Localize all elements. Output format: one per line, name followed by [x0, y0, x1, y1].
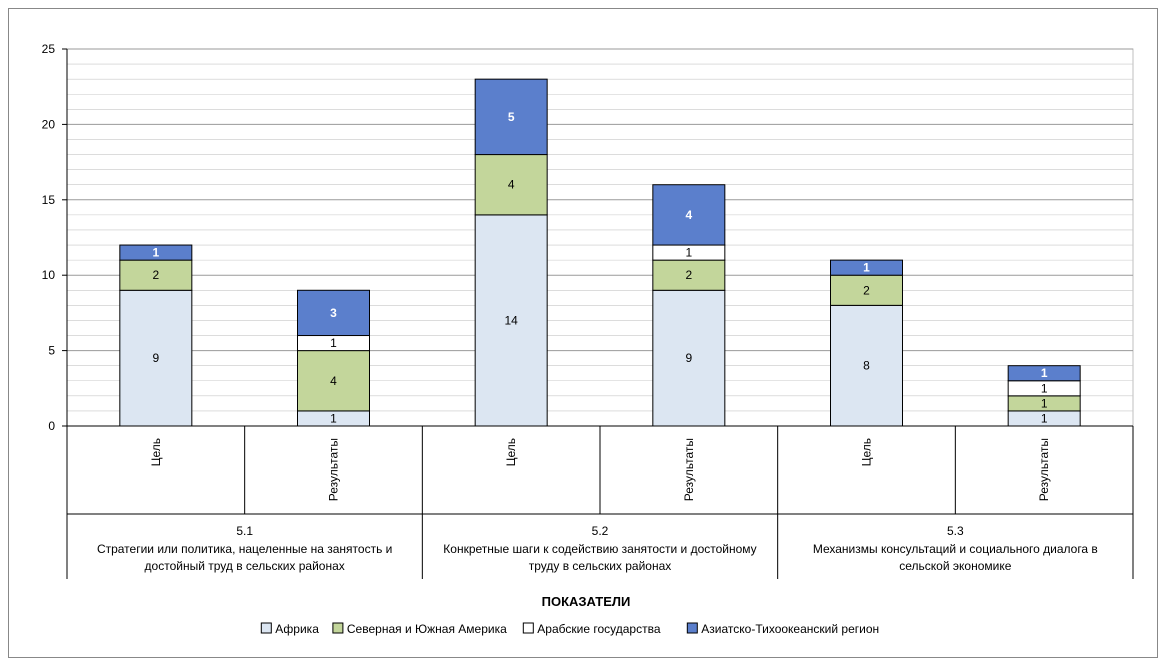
group-code: 5.2: [592, 524, 609, 538]
group-title: Конкретные шаги к содействию занятости и…: [443, 542, 756, 573]
category-label: Результаты: [327, 438, 341, 501]
data-label: 4: [330, 374, 337, 388]
data-label: 2: [863, 283, 870, 297]
bar-segment: [830, 274, 903, 306]
bar-segment: [830, 304, 903, 427]
data-label: 14: [504, 313, 518, 327]
y-tick-label: 10: [42, 268, 56, 282]
bar-segment: [474, 154, 548, 216]
data-label: 4: [508, 178, 515, 192]
legend-label: Северная и Южная Америка: [347, 622, 507, 636]
legend-item: Африка: [260, 622, 319, 636]
y-tick-label: 25: [42, 42, 56, 56]
y-tick-label: 0: [48, 419, 55, 433]
data-label: 1: [1041, 366, 1048, 380]
category-label: Цель: [504, 438, 518, 466]
data-label: 3: [330, 306, 337, 320]
group-code: 5.3: [947, 524, 964, 538]
bar-segment: [652, 259, 726, 291]
bar-segment: [1007, 365, 1081, 382]
category-label-layer: Цель Результаты Цель Результаты Цель Результа…: [66, 426, 1134, 579]
data-label: 1: [863, 261, 870, 275]
bar-segment: [119, 244, 193, 261]
legend: Африка Северная и Южная Америка Арабские г…: [260, 622, 879, 636]
bar-segment: [652, 289, 726, 427]
bar-segment: [652, 184, 726, 246]
legend-swatch: [686, 622, 698, 634]
data-label: 1: [330, 336, 337, 350]
group-title: Механизмы консультаций и социального диа…: [813, 542, 1098, 573]
data-label: 2: [685, 268, 692, 282]
legend-swatch: [260, 622, 272, 634]
bar-segment: [830, 259, 903, 276]
data-label: 1: [152, 246, 159, 260]
data-label: 1: [1041, 396, 1048, 410]
legend-label: Арабские государства: [537, 622, 661, 636]
y-tick-label: 5: [48, 344, 55, 358]
legend-item: Арабские государства: [522, 622, 661, 636]
x-axis-title: ПОКАЗАТЕЛИ: [542, 594, 631, 609]
chart-frame: 0 5 10 15 20 25 9 2 1 1 4 1 3 14 4 5 9 2 1 4 8 2 1 1 1 1 1 Цель Ре…: [8, 8, 1158, 658]
data-label: 2: [152, 268, 159, 282]
data-label: 5: [508, 110, 515, 124]
bar-segment: [119, 289, 193, 427]
category-label: Цель: [860, 438, 874, 466]
data-label: 8: [863, 359, 870, 373]
data-label: 1: [1041, 381, 1048, 395]
data-label: 9: [152, 351, 159, 365]
category-label: Результаты: [1037, 438, 1051, 501]
grid-layer: [66, 48, 1134, 427]
category-label: Результаты: [682, 438, 696, 501]
data-label: 1: [1041, 411, 1048, 425]
data-label: 1: [685, 246, 692, 260]
bar-segment: [474, 214, 548, 427]
bar-segment: [297, 289, 370, 337]
legend-label: Азиатско-Тихоокеанский регион: [701, 622, 879, 636]
y-tick-label: 15: [42, 193, 56, 207]
bar-segment: [474, 78, 548, 156]
plot-area: [66, 48, 1134, 427]
group-title: Стратегии или политика, нацеленные на за…: [97, 542, 392, 573]
legend-item: Азиатско-Тихоокеанский регион: [686, 622, 879, 636]
legend-swatch: [522, 622, 534, 634]
data-label: 1: [330, 411, 337, 425]
data-label: 9: [685, 351, 692, 365]
bar-segment: [119, 259, 193, 291]
y-tick-label: 20: [42, 117, 56, 131]
category-label: Цель: [149, 438, 163, 466]
legend-label: Африка: [275, 622, 319, 636]
legend-swatch: [332, 622, 344, 634]
legend-item: Северная и Южная Америка: [332, 622, 507, 636]
group-code: 5.1: [236, 524, 253, 538]
data-label: 4: [685, 208, 692, 222]
